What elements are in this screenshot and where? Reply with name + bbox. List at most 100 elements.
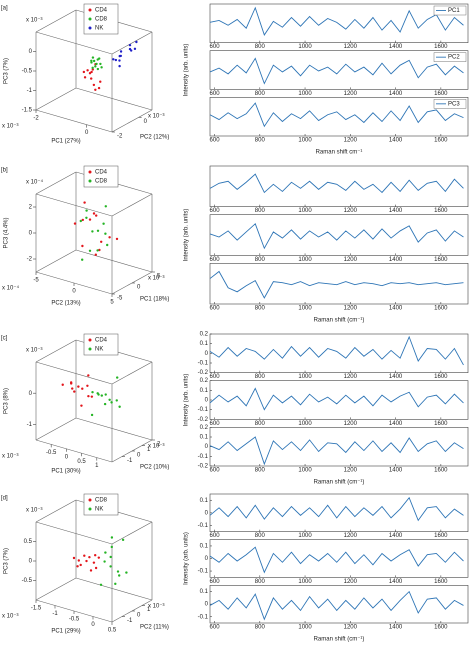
box-edge: [35, 109, 113, 133]
legend-label: CD8: [95, 498, 108, 504]
point: [87, 374, 90, 377]
box-edge: [35, 193, 113, 217]
y-axis-label: Intensity (arb. units): [184, 532, 190, 585]
x-tick-label: 1400: [389, 421, 403, 427]
y-tick-label: -0.1: [198, 454, 209, 460]
point: [118, 59, 121, 62]
point: [118, 405, 121, 408]
point: [128, 47, 132, 51]
point: [109, 555, 112, 559]
x-tick-label: 1000: [298, 374, 312, 380]
plot-frame: [209, 493, 469, 532]
x-tick-label: 1000: [298, 91, 312, 97]
point: [110, 545, 114, 549]
x-tick-label: 0: [91, 622, 95, 628]
legend-marker: [88, 507, 92, 511]
y-tick-label: 0.2: [200, 378, 209, 384]
point: [92, 212, 96, 215]
spectrum-line: [209, 223, 464, 250]
plot-frame: [209, 427, 469, 467]
box-edge: [35, 87, 77, 111]
legend-label: NK: [95, 347, 103, 353]
y-tick-label: 0: [205, 602, 209, 608]
point: [89, 569, 93, 572]
legend-marker: [88, 179, 92, 183]
x-tick-label: 800: [255, 257, 266, 263]
point: [88, 72, 92, 75]
y-tick-label: -0.2: [198, 370, 209, 376]
box-edge: [35, 249, 77, 273]
x-tick-label: 5: [110, 300, 114, 306]
x-tick-label: 1600: [434, 257, 448, 263]
x-tick-label: 1400: [389, 579, 403, 585]
point: [109, 565, 112, 568]
x-tick-label: 1200: [344, 468, 358, 474]
point: [90, 77, 93, 80]
x-tick-label: 600: [210, 44, 221, 50]
plot-frame: [209, 214, 469, 256]
z-axis-label: PC3 (4.4%): [4, 217, 10, 248]
x-exponent: x 10⁻³: [2, 454, 19, 460]
legend-label: CD8: [95, 179, 108, 185]
x-tick-label: -2: [33, 116, 39, 122]
legend-marker: [88, 17, 92, 21]
y-tick-label: 0: [205, 510, 209, 516]
z-tick-label: 0.5: [24, 539, 33, 545]
point: [118, 64, 121, 68]
x-tick-label: 1200: [344, 533, 358, 539]
x-tick-label: 1600: [434, 44, 448, 50]
box-edge: [111, 521, 153, 545]
x-tick-label: 1200: [344, 421, 358, 427]
x-tick-label: 800: [255, 44, 266, 50]
plot-frame: [209, 263, 469, 305]
point: [79, 563, 82, 567]
point: [91, 56, 95, 59]
x-tick-label: 600: [210, 374, 221, 380]
z-axis-label: PC3 (7%): [4, 548, 10, 574]
x-axis-label: PC1 (29%): [51, 629, 80, 635]
point: [83, 201, 86, 204]
point: [99, 583, 103, 586]
point: [94, 253, 98, 256]
point: [99, 62, 102, 66]
x-tick-label: 1600: [434, 306, 448, 312]
point: [112, 58, 115, 61]
point: [83, 554, 86, 557]
z-tick-label: -0.5: [22, 69, 33, 75]
point: [125, 571, 128, 574]
point: [88, 555, 91, 559]
x-tick-label: 1000: [298, 138, 312, 144]
y-tick-label: 0.1: [200, 544, 209, 550]
x-tick-label: 1000: [298, 625, 312, 631]
point: [97, 556, 101, 559]
legend-box: [433, 99, 467, 109]
point: [103, 402, 107, 406]
point: [94, 554, 97, 557]
x-tick-label: 1000: [298, 208, 312, 214]
z-tick-label: -1: [27, 88, 33, 94]
x-tick-label: 1400: [389, 44, 403, 50]
y-tick-label: 1: [147, 447, 151, 453]
x-tick-label: 1400: [389, 138, 403, 144]
spectrum-line: [209, 6, 464, 36]
legend-marker: [88, 338, 92, 342]
point: [81, 258, 84, 261]
x-tick-label: 1200: [344, 91, 358, 97]
point: [114, 582, 117, 586]
point: [80, 404, 83, 407]
point: [61, 383, 64, 386]
y-tick-label: 0: [137, 285, 141, 291]
box-edge: [35, 521, 113, 545]
x-tick-label: 1200: [344, 579, 358, 585]
plot-frame: [209, 50, 469, 90]
x-tick-label: 800: [255, 468, 266, 474]
x-tick-label: 1600: [434, 208, 448, 214]
z-tick-label: -2: [27, 257, 33, 263]
x-tick-label: 1000: [298, 306, 312, 312]
x-axis-label: PC1 (30%): [51, 469, 80, 475]
x-axis-label: PC2 (13%): [51, 301, 80, 307]
x-tick-label: 600: [210, 138, 221, 144]
y-tick-label: 2: [157, 442, 161, 448]
spectrum-line: [209, 270, 464, 299]
x-tick-label: 600: [210, 208, 221, 214]
